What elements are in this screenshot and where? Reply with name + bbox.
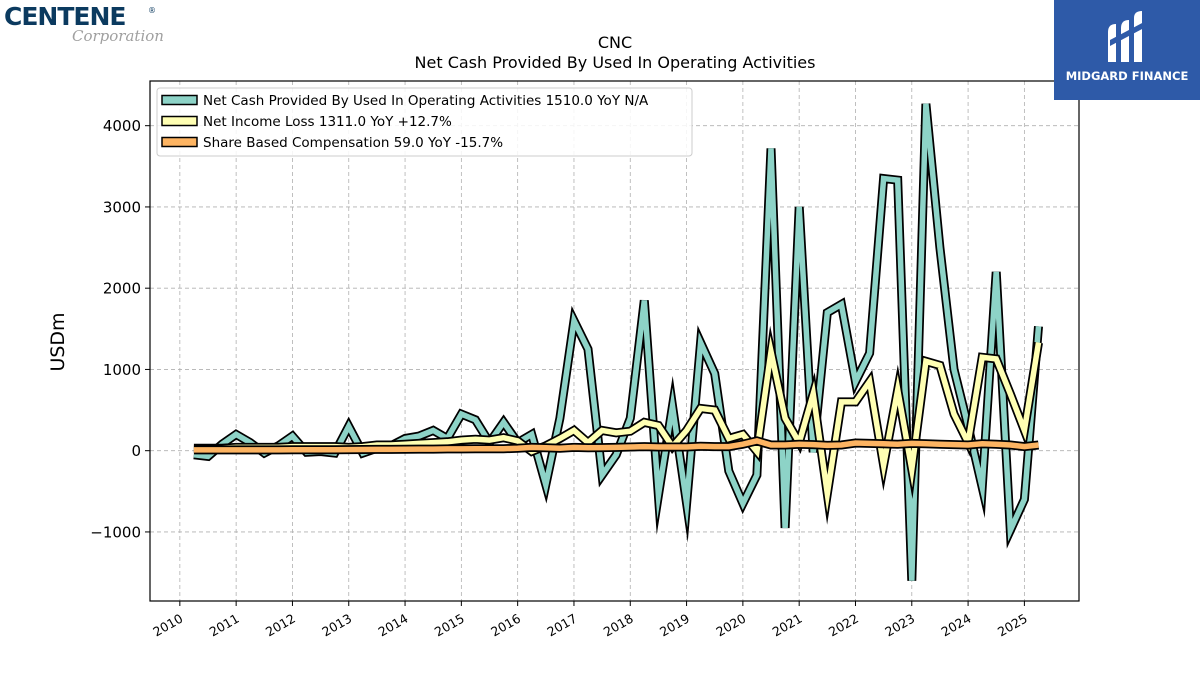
chart-title: CNC	[598, 33, 632, 52]
plot-frame	[149, 80, 1080, 602]
legend-entry-1: Net Cash Provided By Used In Operating A…	[203, 93, 649, 109]
x-tick-label: 2025	[995, 611, 1030, 640]
y-axis-label: USDm	[47, 312, 69, 371]
x-tick-label: 2021	[770, 611, 805, 640]
y-tick-label: −1000	[90, 523, 141, 541]
legend-swatch-3	[161, 136, 198, 148]
registered-mark: ®	[148, 6, 156, 15]
grid	[150, 81, 1079, 601]
x-tick-label: 2011	[207, 611, 242, 640]
x-tick-label: 2012	[263, 611, 298, 640]
x-tick-label: 2017	[544, 611, 579, 640]
legend-box	[156, 87, 693, 157]
x-tick-label: 2016	[488, 611, 523, 640]
y-tick-label: 3000	[103, 198, 141, 216]
ticks: 2010 2011 2012 2013 2014 2015 2016 2017 2018 2019…	[90, 117, 1030, 639]
y-tick-label: 0	[131, 442, 141, 460]
centene-logo-text: CENTENE	[4, 2, 126, 31]
legend-swatch-2	[161, 115, 198, 127]
legend-entry-3: Share Based Compensation 59.0 YoY -15.7%	[203, 135, 503, 151]
midgard-finance-name: MIDGARD FINANCE	[1065, 69, 1189, 83]
x-tick-label: 2015	[432, 611, 467, 640]
legend: Net Cash Provided By Used In Operating A…	[156, 87, 693, 157]
centene-logo-subtext: Corporation	[72, 27, 164, 45]
legend-entry-2: Net Income Loss 1311.0 YoY +12.7%	[203, 114, 452, 130]
midgard-finance-logo: MIDGARD FINANCE	[1054, 0, 1200, 100]
legend-swatch-1	[161, 94, 198, 106]
x-tick-label: 2023	[882, 611, 917, 640]
centene-logo: CENTENE ® Corporation	[4, 2, 174, 46]
y-tick-label: 1000	[103, 361, 141, 379]
x-tick-label: 2019	[657, 611, 692, 640]
x-tick-label: 2024	[939, 611, 974, 640]
x-tick-label: 2022	[826, 611, 861, 640]
y-tick-label: 2000	[103, 280, 141, 298]
x-tick-label: 2020	[713, 611, 748, 640]
x-tick-label: 2018	[601, 611, 636, 640]
y-tick-label: 4000	[103, 117, 141, 135]
x-tick-label: 2010	[150, 611, 185, 640]
x-tick-label: 2013	[319, 611, 354, 640]
chart-subtitle: Net Cash Provided By Used In Operating A…	[415, 53, 816, 72]
series-line-3	[193, 438, 1039, 453]
x-tick-label: 2014	[376, 611, 411, 640]
series-layer	[193, 103, 1043, 581]
midgard-m-icon	[1108, 11, 1144, 62]
